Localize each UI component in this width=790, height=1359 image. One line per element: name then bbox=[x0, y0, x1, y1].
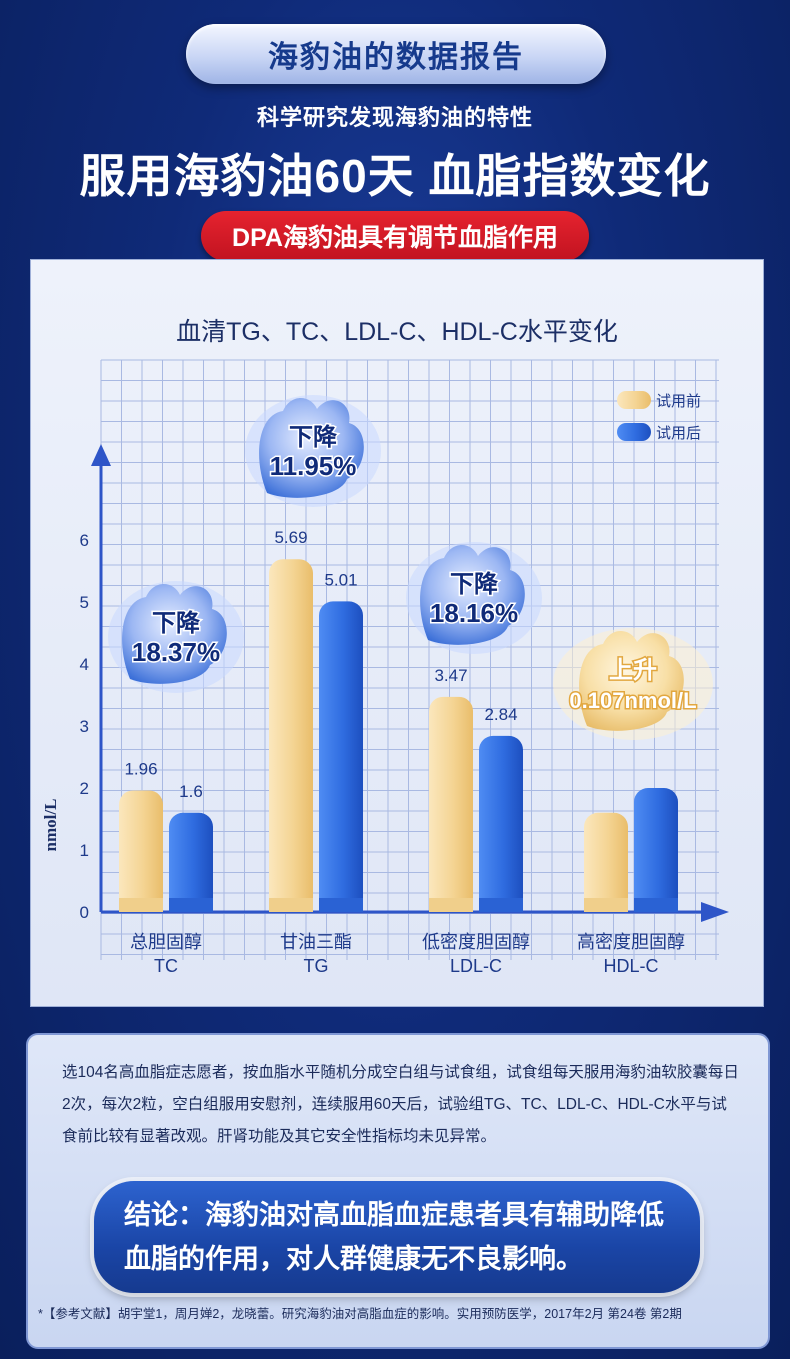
data-label: 1.96 bbox=[124, 759, 157, 778]
x-label-code: LDL-C bbox=[450, 956, 502, 976]
callout-value: 18.37% bbox=[132, 637, 220, 667]
x-label-code: TG bbox=[304, 956, 329, 976]
callout-value: 0.107nmol/L bbox=[569, 688, 696, 713]
legend-label: 试用前 bbox=[656, 393, 701, 410]
subtitle: 科学研究发现海豹油的特性 bbox=[256, 105, 533, 130]
data-label: 5.69 bbox=[274, 528, 307, 547]
data-label: 5.01 bbox=[324, 570, 357, 589]
headline: 服用海豹油60天 血脂指数变化 bbox=[79, 150, 711, 202]
x-label-code: HDL-C bbox=[603, 956, 658, 976]
y-axis-arrow bbox=[91, 444, 111, 466]
x-labels: 总胆固醇 TC 甘油三酯 TG 低密度胆固醇 LDL-C 高密度胆固醇 HDL-C bbox=[130, 932, 685, 976]
bar-base bbox=[634, 898, 678, 912]
drop-badge bbox=[122, 584, 227, 684]
bar-base bbox=[429, 898, 473, 912]
x-label-name: 甘油三酯 bbox=[280, 932, 352, 952]
data-label: 3.47 bbox=[434, 666, 467, 685]
callout-direction: 上升 bbox=[609, 657, 657, 684]
bar-chart: 血清TG、TC、LDL-C、HDL-C水平变化 1.96 1.6 5.69 5.01 3… bbox=[41, 318, 729, 976]
chart-panel: 血清TG、TC、LDL-C、HDL-C水平变化 1.96 1.6 5.69 5.01 3… bbox=[30, 259, 764, 1007]
report-title-banner: 海豹油的数据报告 bbox=[186, 24, 606, 84]
bar-before bbox=[584, 812, 628, 912]
x-label-name: 高密度胆固醇 bbox=[577, 932, 685, 952]
drop-badge bbox=[420, 545, 525, 645]
rise-badge bbox=[579, 631, 684, 731]
bar-base bbox=[479, 898, 523, 912]
bar-before bbox=[269, 559, 313, 912]
study-description: 选104名高血脂症志愿者，按血脂水平随机分成空白组与试食组，试食组每天服用海豹油… bbox=[62, 1064, 739, 1145]
y-tick-label: 6 bbox=[80, 531, 89, 550]
info-panel: 选104名高血脂症志愿者，按血脂水平随机分成空白组与试食组，试食组每天服用海豹油… bbox=[26, 1033, 770, 1349]
y-tick-label: 5 bbox=[80, 593, 89, 612]
bar-base bbox=[119, 898, 163, 912]
drop-badge bbox=[259, 398, 364, 498]
callout-direction: 下降 bbox=[289, 423, 338, 451]
claim-pill: DPA海豹油具有调节血脂作用 bbox=[201, 211, 589, 261]
chart-bars: 1.96 1.6 5.69 5.01 3.47 2.84 bbox=[119, 528, 678, 912]
legend-swatch bbox=[617, 423, 651, 441]
data-label: 2.84 bbox=[484, 705, 517, 724]
bar-after bbox=[169, 812, 213, 912]
bar-base bbox=[169, 898, 213, 912]
x-axis-arrow bbox=[701, 902, 729, 922]
y-tick-label: 1 bbox=[80, 841, 89, 860]
y-axis-label: nmol/L bbox=[41, 799, 60, 852]
callout-direction: 下降 bbox=[450, 570, 499, 598]
legend-label: 试用后 bbox=[656, 425, 701, 442]
bar-before bbox=[119, 790, 163, 912]
y-tick-label: 3 bbox=[80, 717, 89, 736]
reference: *【参考文献】胡宇堂1，周月婵2，龙晓蕾。研究海豹油对高脂血症的影响。实用预防医… bbox=[38, 1307, 682, 1321]
bar-base bbox=[584, 898, 628, 912]
bar-after bbox=[634, 788, 678, 912]
conclusion: 结论：海豹油对高血脂血症患者具有辅助降低血脂的作用，对人群健康无不良影响。 bbox=[94, 1181, 700, 1293]
x-label-name: 总胆固醇 bbox=[130, 932, 202, 952]
y-tick-label: 0 bbox=[80, 903, 89, 922]
callout-value: 18.16% bbox=[430, 598, 518, 628]
y-tick-label: 2 bbox=[80, 779, 89, 798]
bar-after bbox=[479, 735, 523, 912]
callout-direction: 下降 bbox=[152, 609, 201, 637]
callout-value: 11.95% bbox=[270, 451, 357, 481]
data-label: 1.6 bbox=[179, 782, 203, 801]
legend-swatch bbox=[617, 391, 651, 409]
y-ticks: 0 1 2 3 4 5 6 nmol/L bbox=[41, 531, 89, 922]
x-label-code: TC bbox=[154, 956, 178, 976]
bar-before bbox=[429, 696, 473, 912]
bar-base bbox=[319, 898, 363, 912]
y-tick-label: 4 bbox=[80, 655, 89, 674]
bar-base bbox=[269, 898, 313, 912]
chart-title: 血清TG、TC、LDL-C、HDL-C水平变化 bbox=[176, 318, 618, 346]
bar-after bbox=[319, 601, 363, 912]
x-label-name: 低密度胆固醇 bbox=[422, 932, 530, 952]
